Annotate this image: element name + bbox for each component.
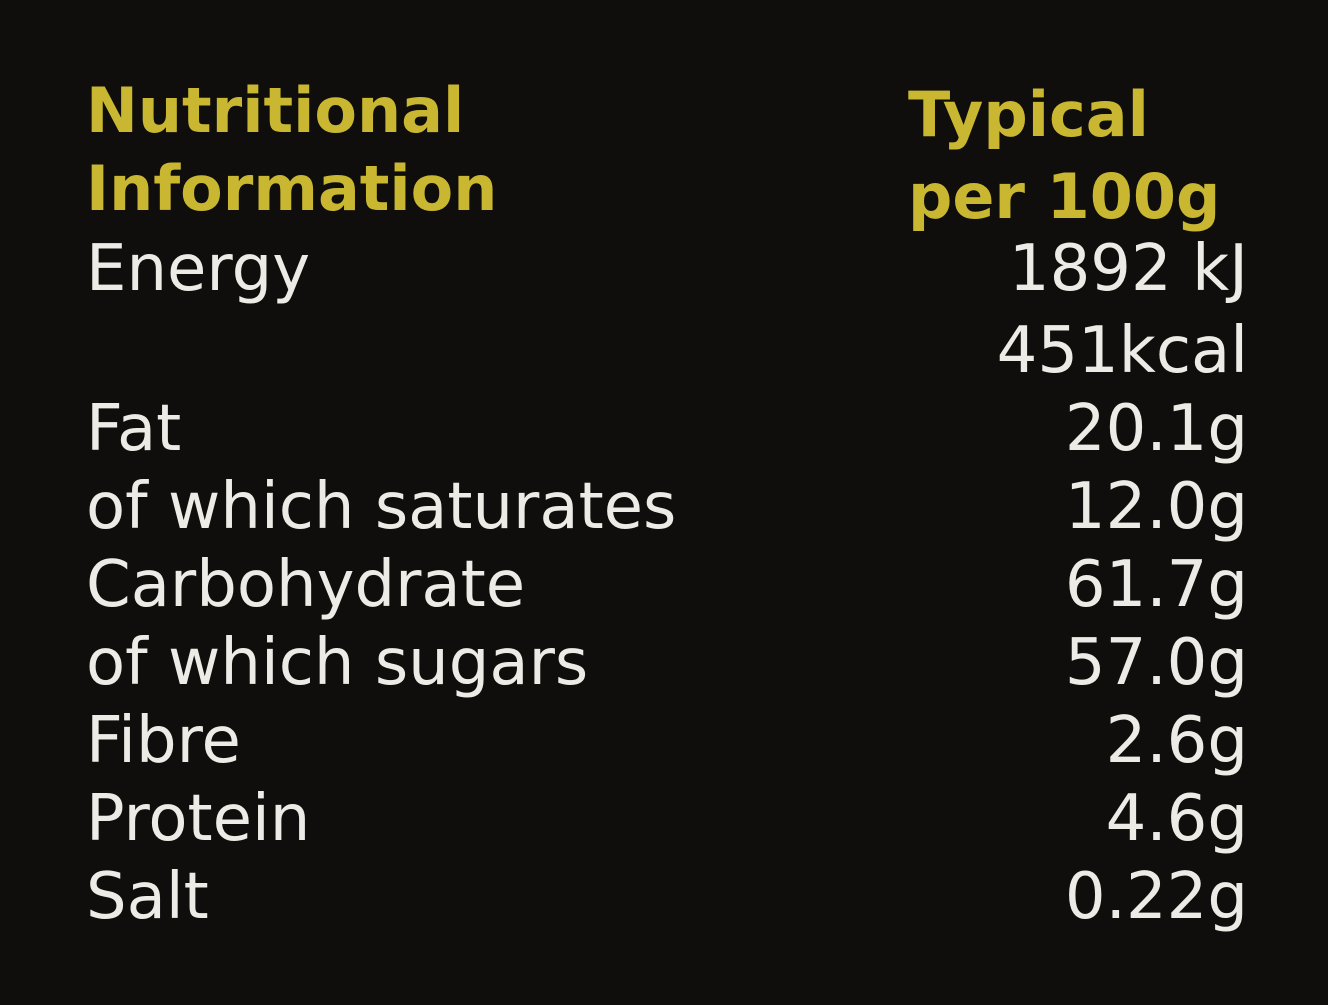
header-left-line1: Nutritional [86,74,465,147]
header-left-line2: Information [86,152,498,225]
nutrient-label: of which sugars [86,626,589,700]
nutrient-value: 57.0g [1064,626,1248,700]
nutrient-value: 0.22g [1064,860,1248,934]
nutrient-label: Salt [86,860,209,934]
nutrient-label: Carbohydrate [86,548,526,622]
nutrient-value: 20.1g [1064,392,1248,466]
nutrient-value: 1892 kJ [1008,232,1248,306]
nutrient-label: Energy [86,232,311,306]
nutrient-value: 61.7g [1064,548,1248,622]
nutrient-label: Protein [86,782,311,856]
nutrient-label: Fat [86,392,182,466]
nutrient-label: Fibre [86,704,241,778]
nutrient-value: 451kcal [996,314,1248,388]
nutrient-label: of which saturates [86,470,677,544]
header-right-line1: Typical [908,78,1149,151]
header-right-line2: per 100g [908,160,1221,233]
nutrient-value: 4.6g [1105,782,1248,856]
nutrient-value: 12.0g [1064,470,1248,544]
nutrient-value: 2.6g [1105,704,1248,778]
